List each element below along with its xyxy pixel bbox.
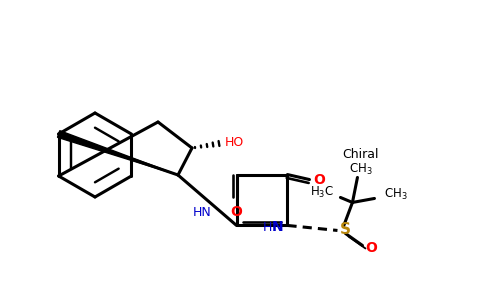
Text: Chiral: Chiral [342, 148, 378, 161]
Text: CH$_3$: CH$_3$ [348, 162, 372, 177]
Polygon shape [58, 131, 178, 175]
Text: N: N [272, 220, 283, 235]
Text: H$_3$C: H$_3$C [310, 185, 334, 200]
Text: O: O [230, 205, 242, 218]
Text: O: O [314, 172, 325, 187]
Text: CH$_3$: CH$_3$ [384, 187, 408, 202]
Text: H: H [263, 221, 272, 234]
Text: HN: HN [193, 206, 212, 219]
Text: S: S [339, 222, 350, 237]
Text: HO: HO [225, 136, 244, 149]
Text: O: O [365, 242, 378, 256]
